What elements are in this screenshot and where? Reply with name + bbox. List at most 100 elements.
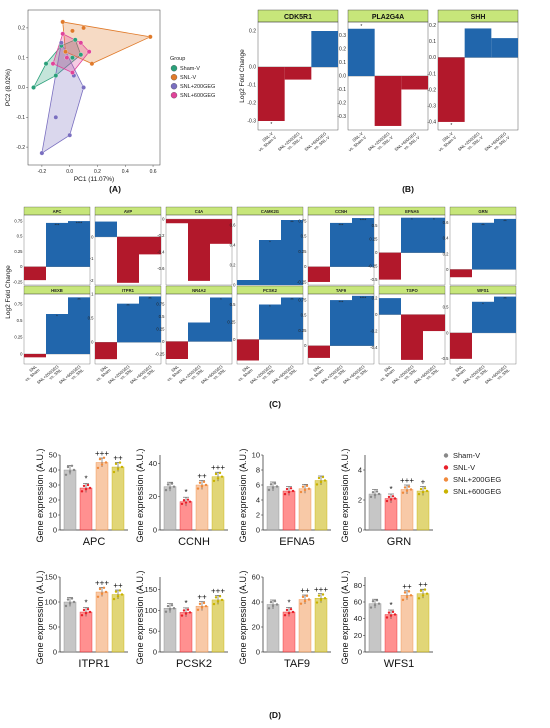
facet-title: EFNA5 [405, 209, 419, 214]
bar [281, 297, 303, 340]
replicate-point [417, 597, 421, 600]
y-tick-label: 0.5 [159, 314, 165, 319]
y-tick-label: -0.2 [370, 328, 378, 333]
replicate-point [212, 479, 216, 483]
replicate-point [409, 594, 413, 597]
panel-b-bar-charts: Log2 Fold Change CDK5R1 0.2 0.0 -0.1 -0.2 -0.3… [239, 9, 519, 156]
y-tick-label: 0.1 [18, 55, 25, 61]
y-axis-title: Gene expression (A.U.) [35, 448, 45, 542]
replicate-point [307, 598, 311, 601]
replicate-point [299, 490, 303, 494]
y-tick-label: 0.0 [339, 74, 346, 80]
y-tick-label: -0.4 [157, 249, 165, 254]
y-tick-label: 0 [153, 648, 157, 657]
mean-bar [416, 490, 430, 531]
y-tick-label: 0 [162, 217, 165, 222]
y-tick-label: 8 [256, 466, 260, 475]
panel-label-b: (B) [402, 184, 414, 194]
data-point [86, 49, 92, 55]
replicate-point [321, 475, 325, 479]
replicate-point [66, 465, 70, 469]
y-tick-label: -0.4 [427, 120, 436, 126]
x-category-line: SNL [241, 364, 251, 373]
data-point [89, 61, 95, 67]
bar [95, 342, 117, 360]
mean-bar [79, 487, 93, 531]
replicate-point [393, 613, 397, 616]
replicate-point [283, 614, 287, 617]
replicate-point [425, 489, 429, 493]
replicate-point [271, 604, 275, 608]
replicate-point [389, 614, 393, 617]
replicate-point [377, 602, 381, 605]
x-category-label: SNL+200GEGvs. SNL [249, 364, 276, 389]
facet-title: GRN [478, 209, 487, 214]
data-point [70, 70, 75, 75]
significance-star: ** [503, 218, 507, 223]
x-tick-label: -0.2 [38, 169, 47, 175]
replicate-point [70, 597, 74, 600]
bar [348, 28, 375, 76]
replicate-point [275, 603, 279, 606]
significance-star: ** [503, 296, 507, 301]
bar [95, 221, 117, 237]
y-tick-label: 0 [233, 282, 236, 287]
replicate-point [291, 489, 295, 493]
mean-bar [111, 466, 125, 531]
significance-star: ** [290, 220, 294, 225]
y-axis-title: Gene expression (A.U.) [340, 570, 350, 664]
x-category-label: SNL+600GEGvs. SNL-V [483, 131, 510, 156]
y-axis-title: Gene expression (A.U.) [135, 448, 145, 542]
y-tick-label: 6 [256, 481, 260, 490]
x-category-line: SNL [383, 364, 393, 373]
replicate-point [166, 604, 170, 608]
replicate-point [389, 498, 393, 501]
replicate-point [387, 611, 391, 614]
x-category-line: SNL [99, 364, 109, 373]
y-tick-label: -0.1 [427, 71, 436, 77]
bar [494, 296, 516, 333]
mean-bar [314, 598, 328, 653]
y-tick-label: 0 [358, 648, 362, 657]
replicate-point [204, 483, 208, 487]
y-tick-label: 0.25 [298, 328, 307, 333]
data-point [60, 19, 66, 25]
y-tick-label: 30 [49, 481, 57, 490]
replicate-point [317, 594, 321, 597]
mean-bar [179, 612, 193, 653]
replicate-point [64, 473, 68, 476]
replicate-point [371, 491, 375, 494]
significance-star: *** [339, 300, 344, 305]
significance-star: * [450, 123, 452, 129]
y-tick-label: 20 [354, 631, 362, 640]
mean-bar [384, 614, 398, 653]
legend-label: SNL+200GEG [453, 475, 501, 484]
replicate-point [273, 599, 277, 603]
x-category-line: SNL-V [351, 131, 364, 143]
bar [352, 218, 374, 267]
replicate-point [287, 490, 291, 494]
data-point [81, 85, 86, 90]
bar [259, 240, 281, 285]
y-axis-title: Gene expression (A.U.) [35, 570, 45, 664]
x-category-label: SNL+600GEGvs. SNL-V [393, 131, 420, 156]
replicate-point [269, 600, 273, 604]
x-category-line: SNL-V [441, 131, 454, 143]
replicate-point [116, 467, 120, 471]
replicate-point [391, 610, 395, 614]
y-tick-label: 100 [144, 606, 157, 615]
y-tick-label: 0.5 [17, 234, 23, 239]
replicate-point [184, 612, 188, 615]
legend-marker [443, 453, 449, 458]
y-tick-label: 150 [144, 585, 157, 594]
y-tick-label: 40 [354, 614, 362, 623]
bar [237, 280, 259, 285]
mean-bar [416, 593, 430, 653]
mean-bar [195, 605, 209, 653]
replicate-point [423, 487, 427, 490]
y-tick-label: 0 [358, 526, 362, 535]
replicate-point [421, 490, 425, 494]
significance-mark: * [184, 599, 187, 608]
y-tick-label: -0.3 [337, 114, 346, 120]
